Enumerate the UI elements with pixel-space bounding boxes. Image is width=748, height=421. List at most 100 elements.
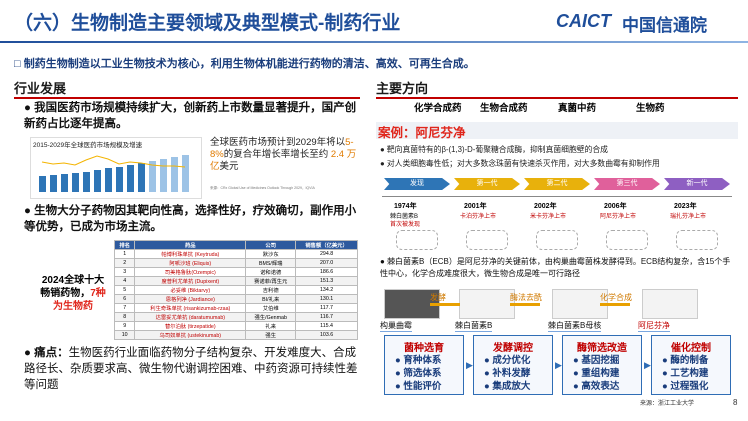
table-cell: 115.4 [295,321,358,331]
case-bullet: ● 靶向真菌特有的β-(1,3)-D-葡聚糖合成酶，抑制真菌细胞壁的合成 [380,145,608,154]
table-cell: 10 [113,330,136,340]
title: （六）生物制造主要领域及典型模式-制药行业 [14,13,401,34]
milestone-text: 瑞扎芬净上市 [670,214,707,220]
box-item-text: 集成放大 [492,381,531,392]
box-item-text: 高效表达 [581,381,620,392]
box-item-text: 酶的制备 [670,355,709,366]
structure-sketch [606,230,648,250]
bullet: ● 生物大分子药物因其靶向性高，选择性好，疗效确切，副作用小等优势，已成为市场主… [24,205,357,233]
chart-source: 来源：CRx Global Use of Medicines Outlook T… [210,186,315,190]
table-cell: 赛诺菲/再生元 [245,276,297,286]
box-item: ● 补料发酵 [484,368,531,379]
box-item: ● 基因挖掘 [573,355,620,366]
table-cell: 117.7 [295,303,358,313]
box-item-text: 筛选体系 [403,368,442,379]
box-item: ● 性能评价 [395,381,442,392]
structure-sketch [676,230,718,250]
step-arrow [600,303,630,306]
milestone-year: 2001年 [464,203,487,210]
table-cell: 度普利尤单抗 (Dupixent) [134,276,247,286]
table-row: 10 乌司奴单抗 (ustekinumab) 强生 103.6 [113,330,358,340]
step: 发酵 [430,293,446,302]
table-cell: 294.8 [295,249,358,259]
case-title: 案例：阿尼芬净 [378,126,466,140]
ecb-note: ● 棘白菌素B（ECB）是阿尼芬净的关键前体，由构巢曲霉菌株发酵得到。ECB结构… [380,257,731,278]
table-row: 2 阿哌沙班 (Eliquis) BMS/辉瑞 207.0 [113,258,358,268]
box-item: ● 酶的制备 [662,355,709,366]
milestone-year: 1974年 [394,203,417,210]
milestone-text: 棘白菌素B [390,214,419,220]
box-item-text: 育种体系 [403,355,442,366]
method-box: 酶筛选改造 ● 基因挖掘 ● 重组构建 ● 高效表达 [562,335,642,395]
page-number: 8 [733,398,738,407]
case-bullet: ● 对人类细胞毒性低；对大多数念珠菌有快速杀灭作用，对大多数曲霉有抑制作用 [380,159,660,168]
source: 来源：浙江工业大学 [640,401,695,407]
box-item: ● 重组构建 [573,368,620,379]
product-image [459,289,515,319]
stage: 新一代 [664,178,730,190]
sales-table: 排名 药品 公司 销售额（亿美元） 1 帕博利珠单抗 (Keytruda) 默沙东 294.8… [113,240,358,340]
chart-sketch [39,155,189,192]
direction: 生物合成药 [480,103,528,114]
product-image [552,289,608,319]
method-box: 发酵调控 ● 成分优化 ● 补料发酵 ● 集成放大 [473,335,553,395]
table-row: 1 帕博利珠单抗 (Keytruda) 默沙东 294.8 [113,249,358,259]
step-arrow [430,303,460,306]
box-item: ● 高效表达 [573,381,620,392]
table-cell: 1 [113,249,136,259]
ecb-text: 棘白菌素B（ECB）是阿尼芬净的关键前体，由构巢曲霉菌株发酵得到。ECB结构复杂… [380,257,731,278]
forecast-text: 全球医药市场预计到2029年将以 [210,137,346,148]
table-cell: 8 [113,312,136,322]
box-item: ● 过程强化 [662,381,709,392]
milestone-text: 卡泊芬净上市 [460,214,497,220]
header-cell: 药品 [134,240,247,250]
table-cell: 5 [113,285,136,295]
table-cell: 司美格鲁肽(Ozempic) [134,267,247,277]
stage: 发现 [384,178,450,190]
table-header: 排名 药品 公司 销售额（亿美元） [113,240,358,250]
box-title: 酶筛选改造 [577,343,627,354]
table-row: 4 度普利尤单抗 (Dupixent) 赛诺菲/再生元 151.3 [113,276,358,286]
table-cell: 默沙东 [245,249,297,259]
table-cell: 阿哌沙班 (Eliquis) [134,258,247,268]
box-item: ● 成分优化 [484,355,531,366]
table-cell: 4 [113,276,136,286]
forecast-value: 2.4 万亿 [210,149,357,172]
forecast-text: 的复合年增长率增长至约 [223,149,331,160]
box-item: ● 育种体系 [395,355,442,366]
table-cell: 7 [113,303,136,313]
header-cell: 排名 [113,240,136,250]
pain-text: 生物医药行业面临药物分子结构复杂、开发难度大、合成路径长、杂质要求高、微生物代谢… [24,347,358,391]
table-cell: 替尔泊肽 (tirzepatide) [134,321,247,331]
structure-sketch [536,230,578,250]
table-cell: BI/礼来 [245,294,297,304]
table-cell: 乌司奴单抗 (ustekinumab) [134,330,247,340]
section-heading: 行业发展 [14,78,360,99]
forecast: 全球医药市场预计到2029年将以5-8%的复合年增长率增长至约 2.4 万亿美元 [210,137,360,173]
case-bullet-text: 靶向真菌特有的β-(1,3)-D-葡聚糖合成酶，抑制真菌细胞壁的合成 [386,145,608,154]
box-title: 菌种选育 [404,343,444,354]
table-cell: 151.3 [295,276,358,286]
pain-point: ● 痛点：生物医药行业面临药物分子结构复杂、开发难度大、合成路径长、杂质要求高、… [24,347,358,391]
method-box: 催化控制 ● 酶的制备 ● 工艺构建 ● 过程强化 [651,335,731,395]
stage: 第三代 [594,178,660,190]
pain-label: 痛点： [34,347,69,359]
product: 构巢曲霉 [380,321,412,332]
table-row: 6 恩格列净 (Jardiance) BI/礼来 130.1 [113,294,358,304]
box-item-text: 基因挖掘 [581,355,620,366]
table-caption: 2024全球十大畅销药物，7种为生物药 [38,274,108,313]
table-cell: 帕博利珠单抗 (Keytruda) [134,249,247,259]
product: 棘白菌素B母核 [548,321,602,332]
timeline-axis [382,196,732,197]
table-cell: 达雷妥尤单抗 (daratumumab) [134,312,247,322]
box-arrow: ▶ [555,360,562,370]
table-cell: 186.6 [295,267,358,277]
milestone-text: 阿尼芬净上市 [600,214,637,220]
divider [0,41,748,43]
product: 棘白菌素B [455,321,493,332]
table-cell: 强生 [245,330,297,340]
table-row: 8 达雷妥尤单抗 (daratumumab) 强生/Genmab 116.7 [113,312,358,322]
table-cell: 9 [113,321,136,331]
box-title: 催化控制 [671,343,711,354]
